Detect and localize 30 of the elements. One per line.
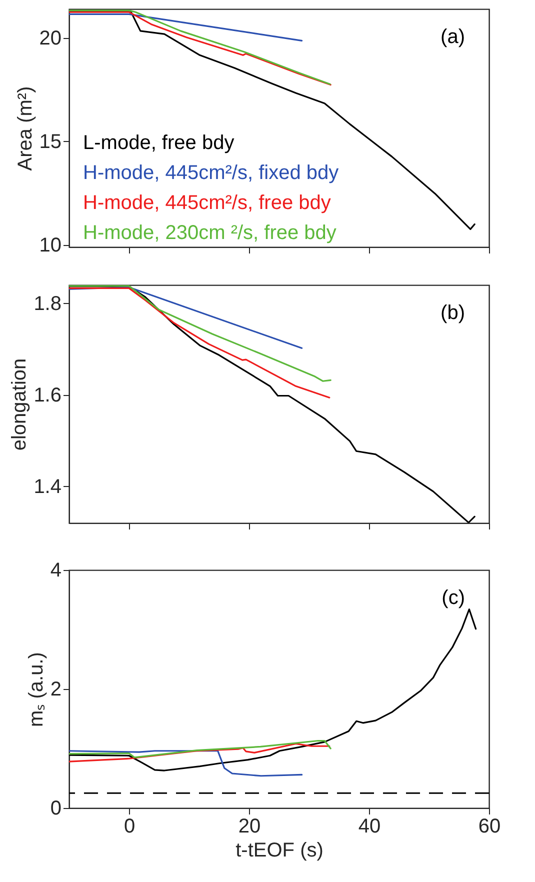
- y-axis-title: mₛ (a.u.): [25, 652, 48, 727]
- line-series: [69, 287, 330, 398]
- y-tick-label: 10: [39, 234, 62, 256]
- line-series: [69, 750, 303, 777]
- y-axis-title: elongation: [8, 358, 31, 451]
- annotation: (a): [440, 26, 465, 48]
- y-tick-label: 1.6: [34, 384, 62, 406]
- x-tick-label: 40: [358, 816, 381, 838]
- y-tick-label: 1.4: [34, 476, 62, 498]
- annotation: (b): [440, 302, 465, 324]
- annotation: (c): [442, 587, 465, 609]
- line-series: [69, 285, 332, 382]
- x-tick-label: 60: [478, 816, 501, 838]
- text: H-mode, 445cm²/s, free bdy: [83, 192, 331, 214]
- text: H-mode, 230cm ²/s, free bdy: [83, 222, 336, 244]
- y-tick-label: 2: [50, 678, 62, 700]
- line-series: [69, 740, 332, 758]
- x-axis-title: t-tEOF (s): [236, 840, 324, 862]
- text: H-mode, 445cm²/s, fixed bdy: [83, 162, 339, 184]
- y-tick-label: 4: [50, 560, 62, 582]
- y-tick-label: 20: [39, 27, 62, 50]
- y-tick-label: 0: [50, 798, 62, 820]
- y-axis-title: Area (m²): [14, 86, 36, 171]
- y-tick-label: 15: [39, 130, 62, 153]
- line-series: [69, 742, 330, 762]
- y-tick-label: 1.8: [34, 292, 62, 315]
- text: L-mode, free bdy: [83, 132, 234, 154]
- x-tick-label: 20: [238, 816, 261, 838]
- line-series: [69, 608, 477, 772]
- x-tick-label: 0: [124, 816, 136, 838]
